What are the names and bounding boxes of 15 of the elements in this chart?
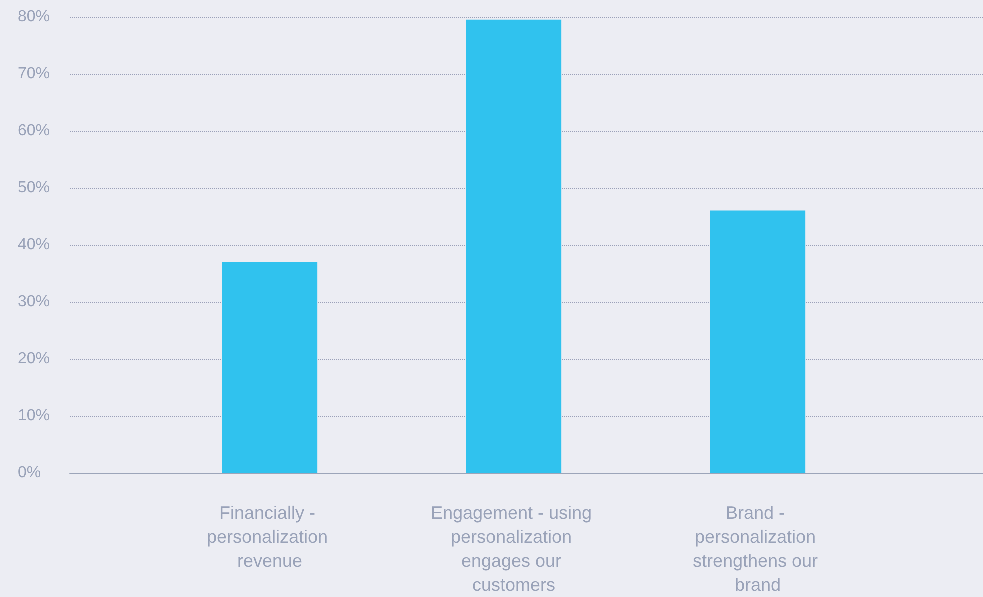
y-tick-label: 30%	[18, 294, 50, 310]
y-tick-label: 40%	[18, 236, 50, 254]
y-tick-label: 60%	[18, 122, 50, 140]
bar	[710, 210, 806, 473]
y-tick-label: 80%	[18, 8, 50, 26]
x-tick-label: Financially - personalization revenue	[206, 503, 334, 571]
y-tick-label: 10%	[18, 408, 50, 424]
y-tick-label: 50%	[18, 180, 50, 196]
x-tick-label: Brand - personalization strengthens our brand	[692, 503, 824, 595]
bar	[466, 20, 562, 473]
bar	[222, 262, 318, 473]
y-tick-label: 20%	[18, 350, 50, 368]
x-tick-label: Engagement - using personalization engages our customers	[430, 503, 598, 595]
y-tick-label: 0%	[18, 464, 42, 482]
y-tick-label: 70%	[18, 66, 50, 82]
